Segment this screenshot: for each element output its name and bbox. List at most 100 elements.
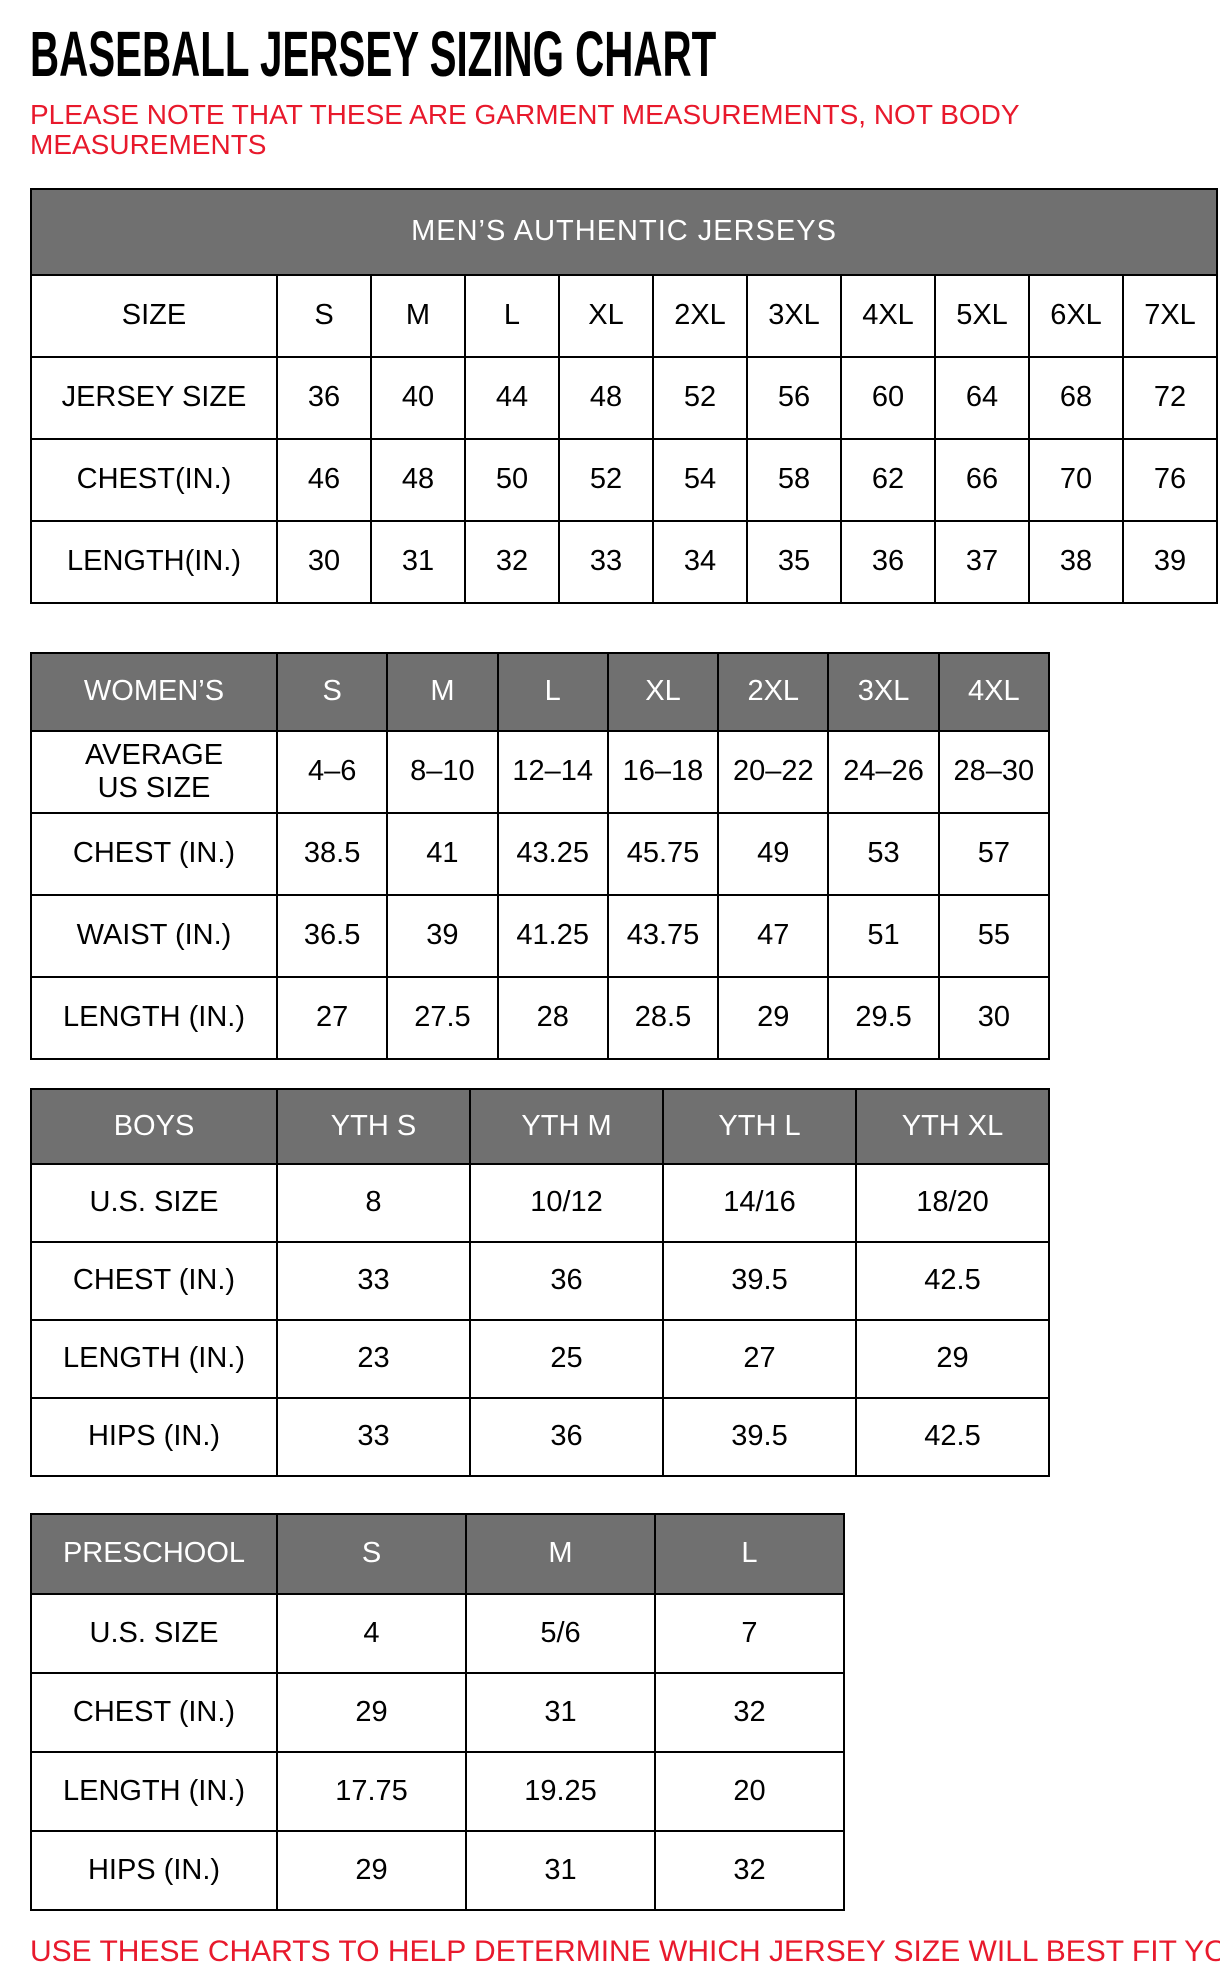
column-header-cell: YTH XL — [855, 1088, 1050, 1165]
value-cell: 28.5 — [606, 976, 720, 1060]
column-header-cell: L — [496, 652, 609, 732]
value-cell: S — [276, 274, 372, 358]
value-cell: 38 — [1028, 520, 1124, 604]
value-cell: 4XL — [840, 274, 936, 358]
table-header-label: PRESCHOOL — [30, 1513, 278, 1595]
column-header-cell: YTH M — [469, 1088, 664, 1165]
value-cell: 39 — [386, 894, 499, 978]
row-label-cell: SIZE — [30, 274, 278, 358]
page-title: BASEBALL JERSEY SIZING CHART — [30, 18, 717, 90]
value-cell: 52 — [652, 356, 748, 440]
value-cell: 39 — [1122, 520, 1218, 604]
value-cell: 6XL — [1028, 274, 1124, 358]
value-cell: 38.5 — [275, 812, 389, 896]
value-cell: 46 — [276, 438, 372, 522]
garment-note-line1: PLEASE NOTE THAT THESE ARE GARMENT MEASU… — [30, 99, 1020, 130]
value-cell: 39.5 — [662, 1397, 857, 1477]
value-cell: M — [370, 274, 466, 358]
value-cell: 20–22 — [717, 730, 830, 814]
value-cell: 10/12 — [469, 1163, 664, 1243]
row-label-cell: U.S. SIZE — [30, 1593, 278, 1674]
column-header-cell: S — [275, 652, 389, 732]
value-cell: 3XL — [746, 274, 842, 358]
value-cell: 5XL — [934, 274, 1030, 358]
row-label-cell: JERSEY SIZE — [30, 356, 278, 440]
value-cell: 55 — [937, 894, 1051, 978]
value-cell: 47 — [717, 894, 830, 978]
row-label-cell: HIPS (IN.) — [30, 1830, 278, 1911]
value-cell: 32 — [654, 1830, 845, 1911]
value-cell: 36 — [840, 520, 936, 604]
value-cell: 4–6 — [275, 730, 389, 814]
row-label-cell: LENGTH (IN.) — [30, 1319, 278, 1399]
table-header-label: WOMEN’S — [30, 652, 278, 732]
value-cell: 29 — [717, 976, 830, 1060]
value-cell: 30 — [937, 976, 1051, 1060]
value-cell: 36 — [276, 356, 372, 440]
boys-sizing-table: BOYS YTH S YTH M YTH L YTH XL U.S. SIZE 8 10/12… — [30, 1088, 1050, 1477]
row-label-cell: WAIST (IN.) — [30, 894, 278, 978]
value-cell: 50 — [464, 438, 560, 522]
value-cell: 20 — [654, 1751, 845, 1832]
value-cell: 54 — [652, 438, 748, 522]
value-cell: 34 — [652, 520, 748, 604]
value-cell: 57 — [937, 812, 1051, 896]
value-cell: 31 — [370, 520, 466, 604]
value-cell: 31 — [465, 1830, 656, 1911]
value-cell: 17.75 — [276, 1751, 467, 1832]
value-cell: 58 — [746, 438, 842, 522]
value-cell: 8–10 — [386, 730, 499, 814]
value-cell: 48 — [558, 356, 654, 440]
value-cell: 14/16 — [662, 1163, 857, 1243]
column-header-cell: YTH L — [662, 1088, 857, 1165]
value-cell: 42.5 — [855, 1397, 1050, 1477]
value-cell: 12–14 — [496, 730, 609, 814]
value-cell: 7XL — [1122, 274, 1218, 358]
value-cell: 23 — [276, 1319, 471, 1399]
value-cell: 25 — [469, 1319, 664, 1399]
value-cell: 36.5 — [275, 894, 389, 978]
value-cell: 29 — [276, 1672, 467, 1753]
value-cell: L — [464, 274, 560, 358]
garment-note-line2: MEASUREMENTS — [30, 129, 267, 160]
value-cell: 2XL — [652, 274, 748, 358]
value-cell: 27 — [662, 1319, 857, 1399]
value-cell: 52 — [558, 438, 654, 522]
row-label-cell: U.S. SIZE — [30, 1163, 278, 1243]
value-cell: 35 — [746, 520, 842, 604]
value-cell: 32 — [464, 520, 560, 604]
value-cell: 37 — [934, 520, 1030, 604]
value-cell: 28–30 — [937, 730, 1051, 814]
value-cell: 70 — [1028, 438, 1124, 522]
value-cell: 40 — [370, 356, 466, 440]
value-cell: 56 — [746, 356, 842, 440]
row-label-cell: AVERAGE US SIZE — [30, 730, 278, 814]
footer-note: USE THESE CHARTS TO HELP DETERMINE WHICH… — [30, 1935, 1220, 1968]
row-label-cell: CHEST (IN.) — [30, 812, 278, 896]
value-cell: 68 — [1028, 356, 1124, 440]
column-header-cell: M — [386, 652, 499, 732]
value-cell: 48 — [370, 438, 466, 522]
value-cell: 45.75 — [606, 812, 720, 896]
value-cell: 36 — [469, 1397, 664, 1477]
column-header-cell: XL — [606, 652, 720, 732]
value-cell: 8 — [276, 1163, 471, 1243]
value-cell: 43.75 — [606, 894, 720, 978]
mens-sizing-table: MEN’S AUTHENTIC JERSEYS SIZE S M L XL 2XL 3XL 4X… — [30, 188, 1218, 604]
value-cell: 39.5 — [662, 1241, 857, 1321]
value-cell: 5/6 — [465, 1593, 656, 1674]
value-cell: 31 — [465, 1672, 656, 1753]
table-header-label: BOYS — [30, 1088, 278, 1165]
value-cell: 27 — [275, 976, 389, 1060]
column-header-cell: M — [465, 1513, 656, 1595]
value-cell: 66 — [934, 438, 1030, 522]
womens-sizing-table: WOMEN’S S M L XL 2XL 3XL 4XL AVERAGE US SIZE 4–6 8… — [30, 652, 1051, 1060]
value-cell: 60 — [840, 356, 936, 440]
value-cell: 33 — [276, 1397, 471, 1477]
value-cell: 49 — [717, 812, 830, 896]
row-label-cell: CHEST (IN.) — [30, 1241, 278, 1321]
row-label-cell: HIPS (IN.) — [30, 1397, 278, 1477]
value-cell: 4 — [276, 1593, 467, 1674]
table-banner: MEN’S AUTHENTIC JERSEYS — [30, 188, 1218, 276]
